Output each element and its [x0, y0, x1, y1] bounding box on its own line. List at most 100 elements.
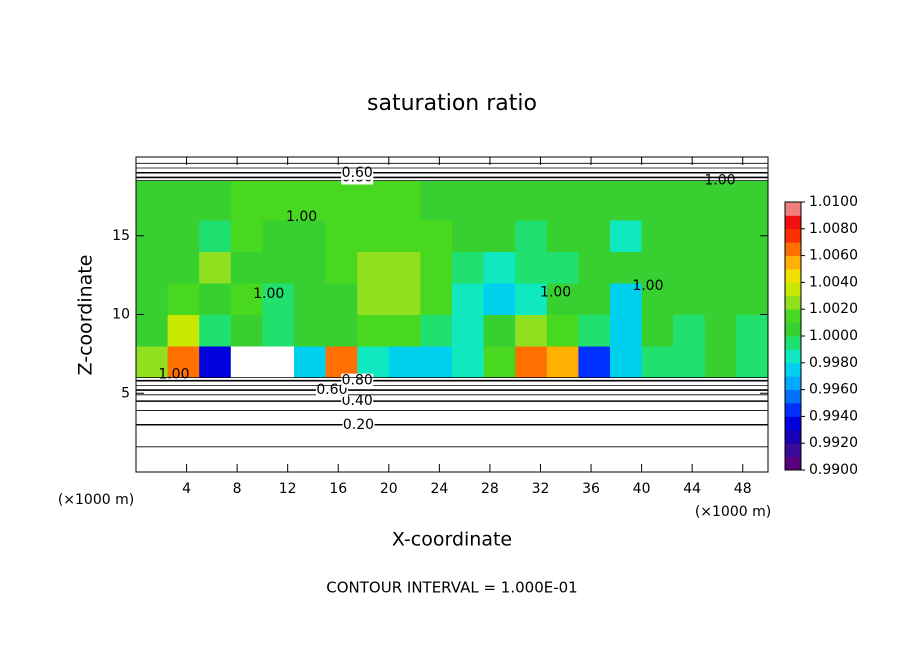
- field-cell: [704, 220, 737, 252]
- contour-label: 0.60: [342, 165, 373, 181]
- colorbar-tick-label: 0.9980: [809, 355, 858, 371]
- field-cell: [673, 314, 706, 347]
- colorbar-tick-label: 0.9900: [809, 462, 858, 478]
- field-cell: [515, 283, 548, 315]
- field-cell: [294, 251, 327, 284]
- colorbar-swatch: [785, 456, 801, 471]
- field-cell: [641, 251, 674, 284]
- x-tick-label: 20: [380, 481, 398, 497]
- field-cell: [388, 180, 421, 221]
- contour-label: 1.00: [253, 286, 284, 302]
- field-cell: [546, 314, 579, 347]
- field-cell: [610, 314, 643, 347]
- colorbar-tick-label: 0.9960: [809, 382, 858, 398]
- colorbar-swatch: [785, 202, 801, 216]
- field-cell: [167, 180, 200, 221]
- field-cell: [167, 251, 200, 284]
- contour-label: 0.80: [342, 373, 373, 389]
- contour-label-bg: [341, 165, 374, 180]
- contour-label: 0.20: [343, 417, 374, 433]
- field-cell: [546, 283, 579, 315]
- field-cell: [230, 180, 263, 221]
- x-tick-label: 32: [532, 481, 550, 497]
- field-cell: [357, 180, 390, 221]
- field-cell: [136, 346, 169, 378]
- field-cell: [704, 346, 737, 378]
- contour-label: 0.40: [342, 393, 373, 409]
- field-cell: [483, 251, 516, 284]
- field-cell: [483, 283, 516, 315]
- field-cell: [515, 180, 548, 221]
- field-cell: [515, 346, 548, 378]
- field-cell: [230, 251, 263, 284]
- field-cell: [199, 220, 232, 252]
- field-cell: [578, 180, 611, 221]
- field-cell: [199, 283, 232, 315]
- field-cell: [610, 346, 643, 378]
- field-cell: [452, 251, 485, 284]
- field-cell: [388, 283, 421, 315]
- field-cell: [578, 251, 611, 284]
- x-tick-label: 36: [582, 481, 600, 497]
- field-cell: [515, 220, 548, 252]
- y-tick-label: 15: [112, 228, 130, 244]
- field-cell: [136, 180, 169, 221]
- field-cell: [325, 220, 358, 252]
- field-cell: [262, 251, 295, 284]
- field-cell: [641, 220, 674, 252]
- field-cell: [736, 283, 769, 315]
- contour-label: 1.00: [158, 366, 189, 382]
- x-tick-label: 40: [633, 481, 651, 497]
- field-cell: [325, 314, 358, 347]
- field-cell: [262, 220, 295, 252]
- contour-label: 0.60: [316, 382, 347, 398]
- contour-label: 1.00: [540, 284, 571, 300]
- field-cell: [673, 180, 706, 221]
- field-cell: [262, 180, 295, 221]
- field-cell: [578, 220, 611, 252]
- field-cell: [230, 314, 263, 347]
- field-cell: [452, 346, 485, 378]
- unit-label: (×1000 m): [58, 492, 134, 508]
- field-cell: [167, 346, 200, 378]
- field-cell: [420, 314, 453, 347]
- field-cell: [578, 314, 611, 347]
- colorbar-swatch: [785, 269, 801, 283]
- field-cell: [230, 283, 263, 315]
- field-cell: [483, 346, 516, 378]
- colorbar-swatch: [785, 242, 801, 256]
- field-cell: [610, 283, 643, 315]
- colorbar-tick-label: 0.9920: [809, 435, 858, 451]
- field-cell: [736, 346, 769, 378]
- field-cell: [357, 314, 390, 347]
- y-tick-label: 5: [121, 385, 130, 401]
- field-cell: [136, 251, 169, 284]
- colorbar-tick-label: 1.0040: [809, 274, 858, 290]
- contour-label-bg: [342, 417, 375, 432]
- field-cell: [357, 220, 390, 252]
- field-cell: [325, 283, 358, 315]
- field-cell: [167, 283, 200, 315]
- footer-note: CONTOUR INTERVAL = 1.000E-01: [326, 579, 577, 597]
- field-cell: [736, 251, 769, 284]
- field-cell: [357, 346, 390, 378]
- field-cell: [325, 251, 358, 284]
- x-tick-label: 28: [481, 481, 499, 497]
- field-cell: [515, 314, 548, 347]
- field-cell: [483, 220, 516, 252]
- field-cell: [388, 314, 421, 347]
- colorbar-tick-label: 0.9940: [809, 408, 858, 424]
- field-cell: [388, 251, 421, 284]
- field-cell: [578, 283, 611, 315]
- field-cell: [704, 283, 737, 315]
- colorbar-swatch: [785, 322, 801, 337]
- x-tick-label: 44: [683, 481, 701, 497]
- field-cell: [546, 220, 579, 252]
- field-cell: [420, 346, 453, 378]
- x-axis-label: X-coordinate: [392, 529, 512, 551]
- field-cell: [294, 220, 327, 252]
- colorbar-tick-label: 1.0000: [809, 328, 858, 344]
- field-cell: [388, 346, 421, 378]
- colorbar-swatch: [785, 295, 801, 310]
